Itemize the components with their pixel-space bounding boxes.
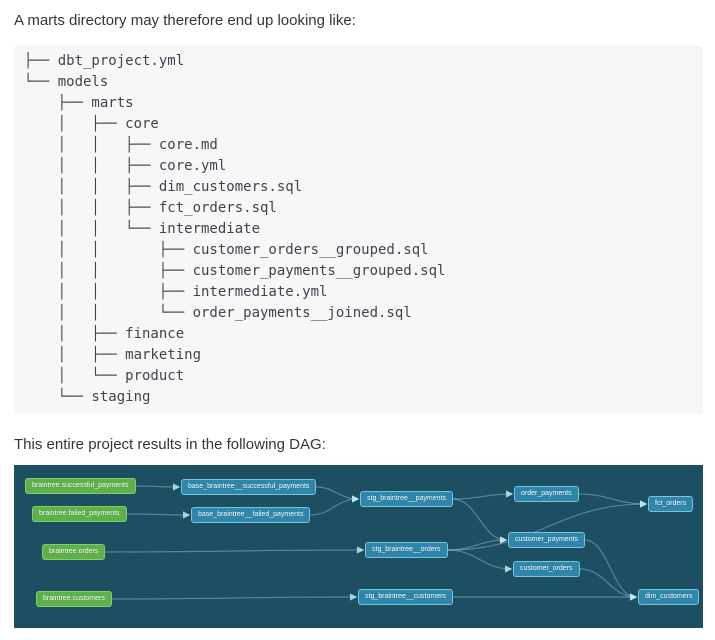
dag-node-customer-orders: customer_orders [513, 561, 580, 577]
dag-node-order-payments: order_payments [514, 486, 579, 502]
dag-edge [315, 486, 360, 503]
dag-node-base-braintree-successful-payments: base_braintree__successful_payments [181, 479, 317, 495]
dag-node-braintree-orders: braintree.orders [42, 544, 106, 560]
dag-node-braintree-customers: braintree.customers [36, 591, 112, 607]
dag-node-fct-orders: fct_orders [648, 496, 694, 512]
dag-edge [104, 546, 365, 554]
dag-node-stg-braintree-customers: stg_braintree__customers [358, 589, 453, 605]
dag-node-stg-braintree-payments: stg_braintree__payments [360, 491, 453, 507]
dag-node-braintree-successful-payments: braintree.successful_payments [25, 478, 136, 494]
dag-node-braintree-failed-payments: braintree.failed_payments [32, 506, 127, 522]
dag-graph: braintree.successful_payments braintree.f… [14, 465, 703, 628]
dag-edge [309, 495, 360, 516]
dag-edge [111, 593, 358, 601]
dag-edge [135, 483, 181, 491]
dag-edge [447, 536, 508, 551]
dag-node-dim-customers: dim_customers [638, 589, 700, 605]
dag-intro-paragraph: This entire project results in the follo… [14, 436, 326, 453]
dag-edges [104, 483, 648, 601]
dag-edge [447, 500, 648, 551]
dag-edge [126, 511, 191, 519]
dag-edge [584, 539, 638, 601]
dag-edge [579, 568, 638, 601]
dag-node-base-braintree-failed-payments: base_braintree__failed_payments [191, 507, 311, 523]
intro-paragraph: A marts directory may therefore end up l… [14, 12, 356, 29]
dag-node-customer-payments: customer_payments [508, 532, 586, 548]
dag-edge [578, 493, 648, 508]
directory-tree: ├── dbt_project.yml └── models ├── marts… [24, 53, 446, 405]
dag-edge [452, 490, 514, 500]
directory-tree-code-block: ├── dbt_project.yml └── models ├── marts… [14, 45, 703, 414]
dag-edge [447, 549, 513, 573]
dag-edge [452, 498, 508, 544]
dag-node-stg-braintree-orders: stg_braintree__orders [365, 542, 448, 558]
